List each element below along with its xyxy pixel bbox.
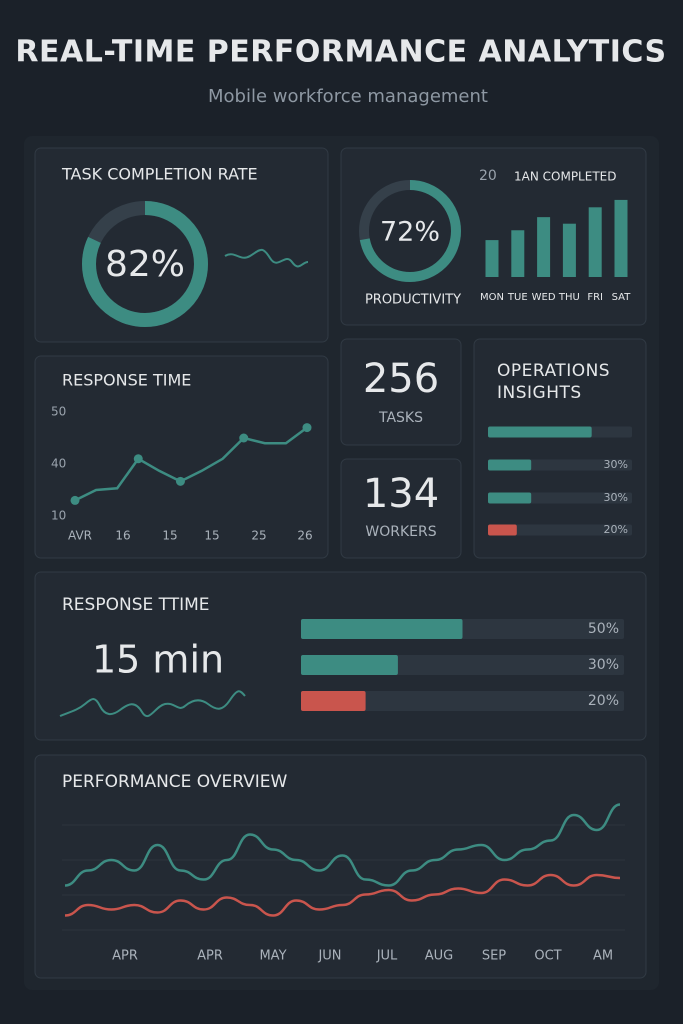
point [302,423,312,433]
bar-track [488,524,632,536]
bar [488,524,517,536]
x-tick-label: AVR [68,529,92,543]
panel [340,458,462,559]
donut-arc [82,201,208,327]
line [64,803,621,887]
bar [562,223,576,277]
x-tick-label: MON [480,292,504,303]
x-tick-label: JUL [376,949,398,964]
bar [588,207,602,277]
bar-track [301,691,624,711]
x-tick-label: JUN [317,949,341,964]
panel [34,147,329,343]
donut-label: 72% [380,217,440,248]
x-tick-label: THU [558,292,580,303]
stat-label: TASKS [378,410,423,426]
x-tick-label: 26 [297,529,312,543]
stat-value: 15 min [92,638,224,682]
line [74,426,308,502]
x-tick-label: 16 [115,529,130,543]
x-tick-label: 15 [162,529,177,543]
bar [301,655,398,675]
donut-caption: PRODUCTIVITY [365,293,461,308]
sparkline [59,690,246,718]
panels [34,147,647,979]
sparkline [224,248,309,268]
stat-value: 134 [363,471,439,517]
page-title: REAL-TIME PERFORMANCE ANALYTICS [15,35,666,70]
bar [511,230,525,277]
bar [301,691,366,711]
point [70,495,80,505]
page-subtitle: Mobile workforce management [208,86,488,107]
x-tick-label: AUG [425,949,453,964]
bar [488,492,532,504]
bar [488,459,532,471]
panel-title: RESPONSE TIME [62,371,191,390]
point [239,433,249,443]
bar-label: 50% [588,621,619,637]
x-tick-label: APR [112,949,138,964]
panel [34,355,329,559]
x-tick-label: OCT [534,949,561,964]
point [133,454,143,464]
panel-title: RESPONSE TTIME [62,595,210,615]
y-tick-label: 40 [51,457,66,471]
panel-title: OPERATIONS INSIGHTS [497,361,611,403]
bar-label: 20% [588,693,619,709]
line [64,873,621,917]
bar [537,217,551,277]
panel-title: PERFORMANCE OVERVIEW [62,772,288,792]
x-tick-label: FRI [587,292,603,303]
x-tick-label: MAY [259,949,286,964]
x-tick-label: APR [197,949,223,964]
panel [34,754,647,979]
x-tick-label: 25 [251,529,266,543]
bar-label: 30% [604,458,628,471]
x-tick-label: SEP [482,949,506,964]
bar [301,619,463,639]
chart-title: 1AN COMPLETED [514,170,616,184]
stat-value: 256 [363,356,439,402]
panel-title: TASK COMPLETION RATE [61,165,258,184]
x-tick-label: SAT [612,292,632,303]
bar-label: 30% [604,491,628,504]
y-tick-label: 50 [51,405,66,419]
donut-arc [359,180,461,282]
x-tick-label: WED [532,292,556,303]
overview-grid [62,824,625,931]
donut-label: 82% [105,244,185,285]
y-tick-label: 10 [51,509,66,523]
panel [340,338,462,446]
chart-tick: 20 [479,168,497,184]
stat-label: WORKERS [365,524,436,540]
bar-label: 20% [604,523,628,536]
bar [488,426,592,438]
x-tick-label: TUE [507,292,528,303]
point [175,476,185,486]
bar [485,240,499,277]
x-tick-label: 15 [204,529,219,543]
bar-label: 30% [588,657,619,673]
x-tick-label: AM [593,949,613,964]
bar [614,199,628,277]
